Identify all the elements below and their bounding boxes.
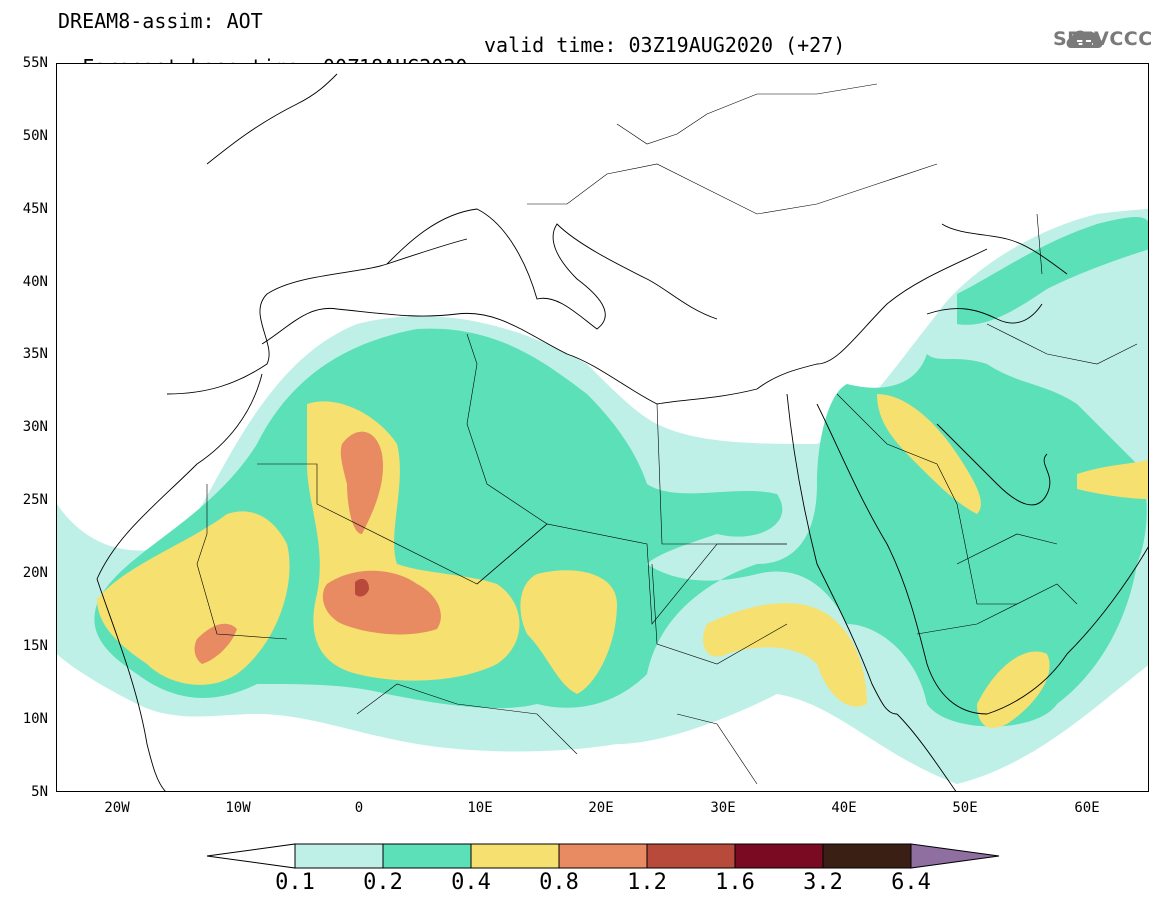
valid-time: valid time: 03Z19AUG2020 (+27) (484, 33, 846, 57)
lat-label: 25N (22, 492, 48, 508)
colorbar-swatch (470, 843, 560, 869)
aot-band-0.4-arabia (877, 394, 981, 514)
lat-label: 35N (22, 346, 48, 362)
colorbar-label: 3.2 (803, 870, 843, 895)
colorbar-label: 0.8 (539, 870, 579, 895)
lat-label: 55N (22, 55, 48, 71)
aot-band-0.4-iran (1077, 459, 1148, 499)
map-title: DREAM8-assim: AOT (58, 9, 263, 33)
lat-label: 45N (22, 201, 48, 217)
lon-label: 10W (225, 800, 251, 816)
aot-band-1.2 (355, 578, 369, 597)
colorbar-swatch (382, 843, 472, 869)
map-canvas (57, 73, 1148, 791)
colorbar-swatch (822, 843, 912, 869)
colorbar-label: 1.2 (627, 870, 667, 895)
seevccc-logo: SEEVCCC (1053, 28, 1153, 50)
colorbar-swatch (558, 843, 648, 869)
lon-label: 20W (104, 800, 130, 816)
colorbar-label: 0.4 (451, 870, 491, 895)
lat-label: 50N (22, 128, 48, 144)
colorbar-swatch (646, 843, 736, 869)
lon-label: 60E (1074, 800, 1100, 816)
colorbar (206, 843, 1000, 869)
aot-contours (57, 209, 1148, 784)
colorbar-swatch (734, 843, 824, 869)
colorbar-label: 0.2 (363, 870, 403, 895)
aot-band-0.4-sudan (703, 603, 867, 707)
lon-label: 40E (831, 800, 857, 816)
lat-label: 15N (22, 638, 48, 654)
colorbar-label: 0.1 (275, 870, 315, 895)
lat-label: 20N (22, 565, 48, 581)
lat-label: 10N (22, 711, 48, 727)
country-borders (196, 83, 1138, 785)
lon-label: 50E (952, 800, 978, 816)
aot-map (56, 63, 1149, 792)
aot-band-0.8-north (340, 431, 383, 534)
cloud-icon (1066, 30, 1103, 48)
aot-band-0.8-west (194, 623, 237, 664)
aot-band-0.8-center (322, 570, 441, 635)
colorbar-label: 6.4 (891, 870, 931, 895)
aot-band-0.4-yemen (977, 651, 1050, 728)
lon-label: 30E (710, 800, 736, 816)
colorbar-swatch (294, 843, 384, 869)
aot-band-0.4-sahel (520, 570, 617, 694)
lon-label: 0 (354, 800, 364, 816)
aot-band-0.4-west (97, 511, 290, 685)
colorbar-over (910, 843, 1000, 869)
coastlines (96, 73, 1148, 791)
lon-label: 10E (467, 800, 493, 816)
lon-label: 20E (588, 800, 614, 816)
colorbar-under (206, 843, 296, 869)
lat-label: 5N (31, 784, 48, 800)
aot-band-0.2-east (957, 217, 1148, 325)
lat-label: 30N (22, 419, 48, 435)
colorbar-label: 1.6 (715, 870, 755, 895)
lat-label: 40N (22, 274, 48, 290)
